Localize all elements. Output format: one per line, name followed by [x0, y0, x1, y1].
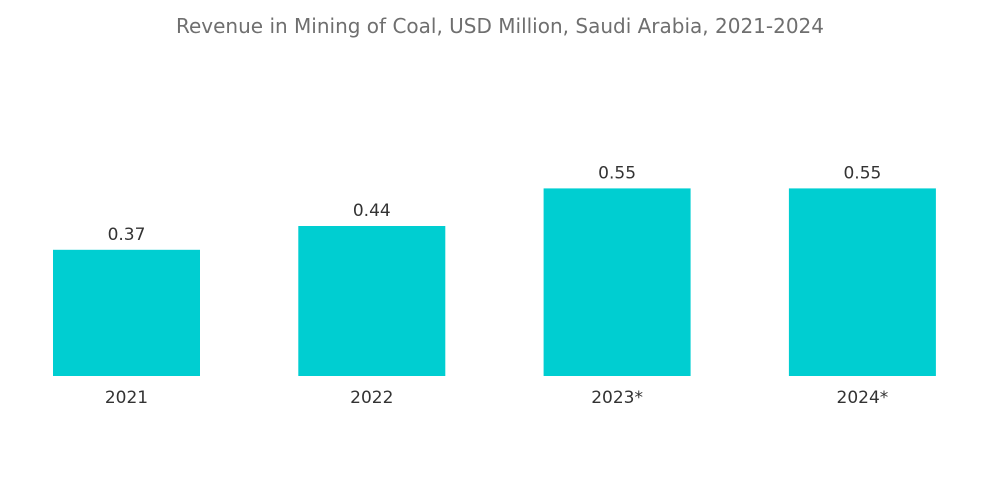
bar-2022: [298, 226, 446, 376]
value-label-2023-est: 0.55: [598, 163, 636, 183]
chart-title: Revenue in Mining of Coal, USD Million, …: [175, 14, 825, 38]
bar-2023-est: [543, 188, 691, 376]
bar-2024-est: [788, 188, 936, 376]
x-tick-label-2024-est: 2024*: [837, 388, 889, 408]
value-label-2022: 0.44: [353, 201, 391, 221]
value-label-2021: 0.37: [108, 225, 146, 245]
value-label-2024-est: 0.55: [843, 163, 881, 183]
bar-2021: [53, 249, 200, 376]
x-tick-label-2022: 2022: [350, 388, 393, 408]
x-tick-label-2023-est: 2023*: [591, 388, 643, 408]
x-tick-label-2021: 2021: [105, 388, 148, 408]
